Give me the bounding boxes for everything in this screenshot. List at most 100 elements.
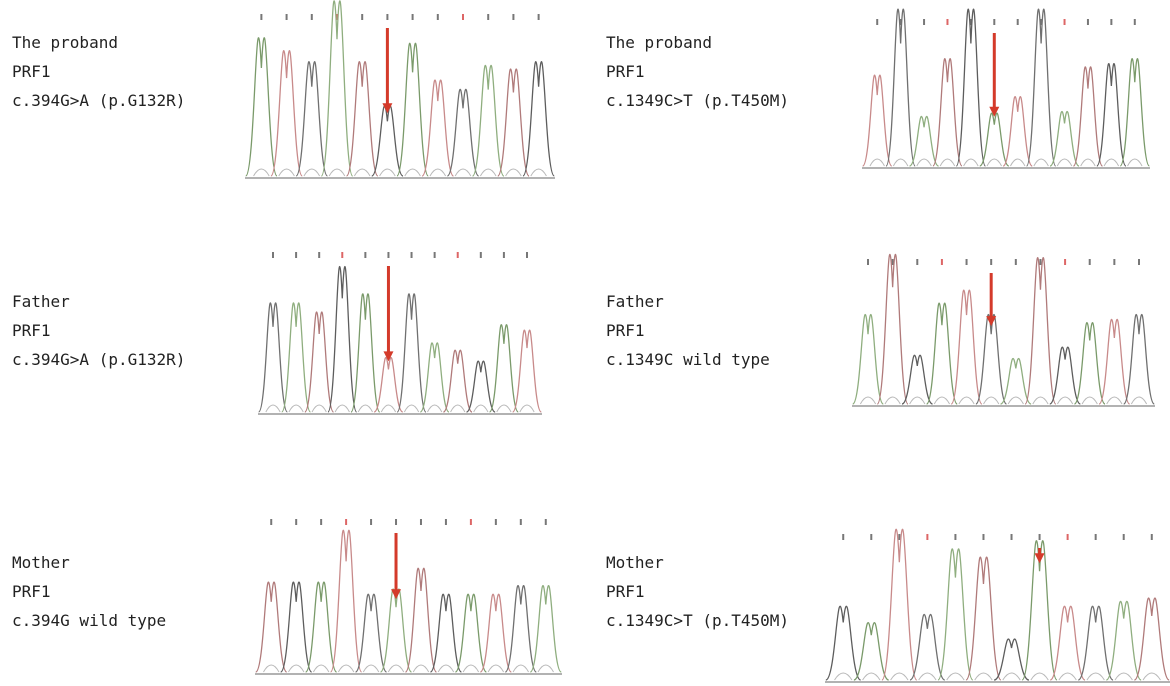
peak — [305, 312, 334, 412]
peak — [1097, 64, 1126, 166]
noise — [427, 405, 441, 412]
noise — [1057, 397, 1072, 404]
arrow-head — [986, 316, 996, 326]
peak — [1099, 319, 1130, 404]
noise — [266, 405, 280, 412]
peak — [927, 303, 958, 404]
noise — [288, 665, 303, 672]
peak — [1124, 315, 1155, 404]
label-line: PRF1 — [12, 57, 185, 86]
peak — [826, 606, 861, 680]
label-line: c.394G>A (p.G132R) — [12, 345, 185, 374]
label-line: Father — [606, 287, 770, 316]
peak — [877, 254, 908, 404]
noise — [363, 665, 378, 672]
peak — [513, 330, 542, 412]
peak — [328, 267, 357, 412]
peak — [530, 586, 561, 672]
label-line: c.394G>A (p.G132R) — [12, 86, 185, 115]
label-line: Father — [12, 287, 185, 316]
peak — [910, 614, 945, 680]
noise — [405, 169, 421, 176]
noise — [1087, 673, 1104, 680]
peak — [381, 589, 412, 672]
noise — [463, 665, 478, 672]
noise — [404, 405, 418, 412]
noise — [497, 405, 511, 412]
peak — [281, 582, 312, 672]
noise — [279, 169, 295, 176]
peak — [443, 350, 472, 412]
peak — [331, 530, 362, 672]
noise — [940, 159, 955, 166]
label-line: PRF1 — [12, 577, 166, 606]
noise — [254, 169, 270, 176]
label-line: Mother — [606, 548, 789, 577]
noise — [1128, 159, 1143, 166]
noise — [513, 665, 528, 672]
peak — [430, 594, 461, 672]
peak — [422, 80, 453, 176]
label-line: Mother — [12, 548, 166, 577]
label-line: c.394G wild type — [12, 606, 166, 635]
peak — [347, 62, 378, 176]
noise — [1003, 673, 1020, 680]
peak — [374, 357, 403, 412]
peak — [1073, 67, 1102, 166]
noise — [987, 159, 1002, 166]
label-line: PRF1 — [606, 577, 789, 606]
label-line: c.1349C>T (p.T450M) — [606, 606, 789, 635]
noise — [934, 397, 949, 404]
arrow-head — [1035, 553, 1045, 563]
peak — [498, 69, 529, 176]
noise — [358, 405, 372, 412]
peak — [1050, 347, 1081, 404]
peak — [282, 303, 311, 412]
peak — [321, 1, 352, 176]
noise — [338, 665, 353, 672]
peak — [966, 557, 1001, 680]
noise — [520, 405, 534, 412]
peak — [1050, 606, 1085, 680]
peak — [397, 43, 428, 176]
peak — [1027, 9, 1056, 166]
peak — [933, 59, 962, 166]
noise — [835, 673, 852, 680]
peak — [956, 9, 985, 166]
panel-label: The probandPRF1c.394G>A (p.G132R) — [12, 28, 185, 115]
noise — [919, 673, 936, 680]
noise — [304, 169, 320, 176]
peak — [1120, 59, 1149, 166]
peak — [1106, 601, 1141, 680]
peak — [1003, 97, 1032, 166]
noise — [381, 405, 395, 412]
noise — [289, 405, 303, 412]
panel-label: FatherPRF1c.1349C wild type — [606, 287, 770, 374]
label-line: c.1349C wild type — [606, 345, 770, 374]
noise — [380, 169, 396, 176]
label-line: The proband — [606, 28, 789, 57]
peak — [505, 586, 536, 672]
label-line: PRF1 — [12, 316, 185, 345]
noise — [538, 665, 553, 672]
peak — [455, 594, 486, 672]
noise — [480, 169, 496, 176]
figure: The probandPRF1c.394G>A (p.G132R)The pro… — [0, 0, 1170, 686]
noise — [506, 169, 522, 176]
noise — [1033, 397, 1048, 404]
noise — [1057, 159, 1072, 166]
peak — [296, 62, 327, 176]
noise — [984, 397, 999, 404]
noise — [329, 169, 345, 176]
label-line: The proband — [12, 28, 185, 57]
noise — [1131, 397, 1146, 404]
peak — [980, 113, 1009, 166]
noise — [917, 159, 932, 166]
noise — [959, 397, 974, 404]
noise — [312, 405, 326, 412]
noise — [910, 397, 925, 404]
peak — [256, 582, 287, 672]
noise — [413, 665, 428, 672]
noise — [964, 159, 979, 166]
